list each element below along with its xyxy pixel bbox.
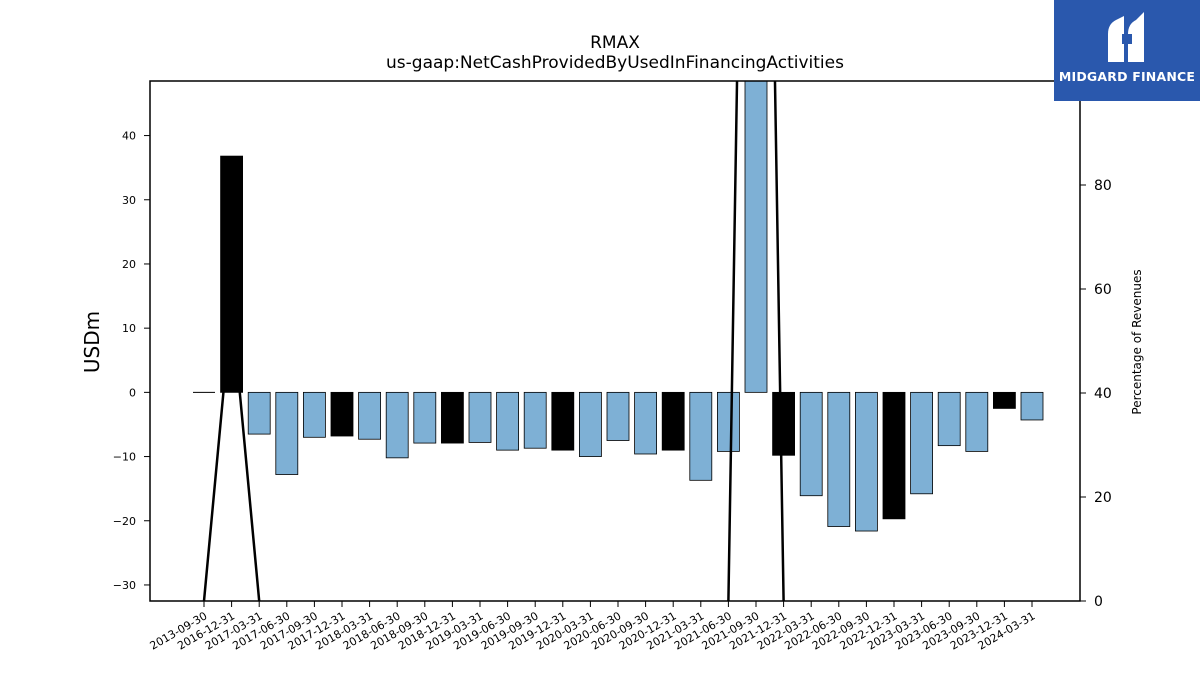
bar xyxy=(220,155,244,393)
bar xyxy=(302,391,326,438)
chart-title: RMAX xyxy=(590,33,640,53)
bar xyxy=(661,391,685,451)
y2-tick-label: 80 xyxy=(1094,178,1112,194)
bar xyxy=(882,391,906,520)
y-tick-label: 20 xyxy=(122,258,136,271)
bar xyxy=(275,391,299,475)
bar xyxy=(634,391,657,455)
bar xyxy=(965,391,989,452)
revenue-percentage-line xyxy=(202,81,785,601)
bar xyxy=(440,391,464,444)
y2-tick-label: 20 xyxy=(1094,490,1112,506)
bar xyxy=(772,391,795,456)
y-tick-label: 40 xyxy=(122,130,136,143)
y-tick-label: 0 xyxy=(129,386,136,399)
y2-tick-label: 0 xyxy=(1094,594,1103,610)
bar xyxy=(551,391,575,451)
bar xyxy=(1020,391,1044,421)
bar xyxy=(496,391,520,451)
y-tick-label: 10 xyxy=(122,322,136,335)
bar xyxy=(330,391,354,437)
bar xyxy=(385,391,409,459)
bar xyxy=(523,391,547,449)
chart-subtitle: us-gaap:NetCashProvidedByUsedInFinancing… xyxy=(386,53,844,73)
y-tick-label: −10 xyxy=(113,451,136,464)
y-tick-label: −20 xyxy=(113,515,136,528)
logo-text: MIDGARD FINANCE xyxy=(1058,69,1196,84)
bar xyxy=(247,391,271,435)
bar xyxy=(993,391,1016,409)
plot-frame xyxy=(149,80,1081,602)
bar xyxy=(579,391,602,457)
bar xyxy=(358,391,382,440)
bar xyxy=(413,391,437,444)
y2-tick-label: 40 xyxy=(1094,386,1112,402)
bar xyxy=(799,391,823,497)
bar xyxy=(468,391,492,443)
y-tick-label: 30 xyxy=(122,194,136,207)
bar xyxy=(744,81,768,393)
bar xyxy=(606,391,630,441)
y2-tick-label: 60 xyxy=(1094,282,1112,298)
bar xyxy=(937,391,961,447)
bar xyxy=(827,391,851,527)
y-tick-label: −30 xyxy=(113,579,136,592)
bar xyxy=(689,391,713,481)
bar xyxy=(910,391,933,495)
bar xyxy=(855,391,878,532)
brand-logo: MIDGARD FINANCE xyxy=(1054,0,1200,101)
bar xyxy=(717,391,740,452)
logo-mark-icon xyxy=(1108,12,1144,62)
